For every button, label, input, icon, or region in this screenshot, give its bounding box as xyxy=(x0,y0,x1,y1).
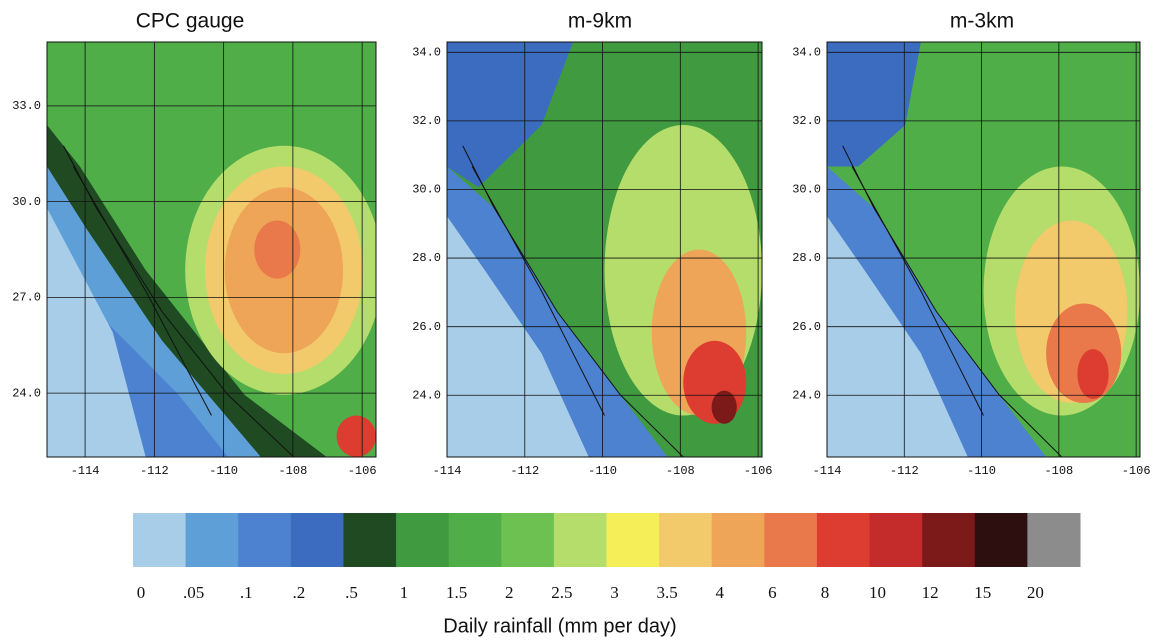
field-region xyxy=(447,216,589,457)
y-tick-label: 33.0 xyxy=(12,99,41,113)
field-region xyxy=(711,390,737,424)
colorbar-box xyxy=(238,513,292,567)
colorbar-tick-label: 2 xyxy=(505,583,514,602)
x-tick-label: -108 xyxy=(278,464,307,478)
y-tick-label: 30.0 xyxy=(12,195,41,209)
colorbar-tick-label: 8 xyxy=(821,583,830,602)
colorbar-tick-label: 15 xyxy=(974,583,991,602)
map-frame xyxy=(826,41,1141,458)
field-region xyxy=(827,42,921,167)
colorbar-tick-label: .2 xyxy=(292,583,305,602)
x-tick-label: -114 xyxy=(433,464,462,478)
colorbar-box xyxy=(974,513,1028,567)
x-tick-label: -106 xyxy=(1122,464,1151,478)
map-title: m-9km xyxy=(568,10,632,33)
colorbar-tick-label: 4 xyxy=(715,583,724,602)
colorbar-tick-label: 1 xyxy=(400,583,409,602)
colorbar-box xyxy=(659,513,713,567)
field-region xyxy=(447,42,573,188)
y-tick-label: 24.0 xyxy=(412,388,441,402)
colorbar-tick-label: 3 xyxy=(610,583,619,602)
rainfall-field xyxy=(447,42,762,457)
field-region xyxy=(1077,349,1109,399)
field-region xyxy=(827,216,968,457)
colorbar-box xyxy=(343,513,397,567)
y-tick-label: 26.0 xyxy=(792,320,821,334)
x-tick-label: -106 xyxy=(744,464,773,478)
field-region xyxy=(336,415,376,457)
colorbar-tick-label: 2.5 xyxy=(551,583,572,602)
y-tick-label: 26.0 xyxy=(412,320,441,334)
coastline xyxy=(72,166,212,416)
map-frame xyxy=(46,41,377,458)
y-tick-label: 30.0 xyxy=(792,183,821,197)
x-tick-label: -114 xyxy=(813,464,842,478)
colorbar-tick-label: 6 xyxy=(768,583,777,602)
y-tick-label: 24.0 xyxy=(12,386,41,400)
colorbar-box xyxy=(606,513,660,567)
y-tick-label: 34.0 xyxy=(412,45,441,59)
map-title: m-3km xyxy=(950,10,1014,33)
colorbar-box xyxy=(816,513,871,567)
colorbar-tick-label: .1 xyxy=(240,583,253,602)
colorbar-tick-label: .05 xyxy=(183,583,204,602)
rainfall-field xyxy=(47,42,376,457)
x-tick-label: -106 xyxy=(348,464,377,478)
colorbar-box xyxy=(869,513,923,567)
colorbar-box xyxy=(185,513,239,567)
x-tick-label: -112 xyxy=(140,464,169,478)
colorbar-box xyxy=(133,513,187,567)
x-tick-label: -110 xyxy=(967,464,996,478)
y-tick-label: 34.0 xyxy=(792,45,821,59)
colorbar-title: Daily rainfall (mm per day) xyxy=(443,615,676,637)
map-title: CPC gauge xyxy=(136,10,245,33)
colorbar-tick-label: 1.5 xyxy=(446,583,467,602)
x-tick-label: -108 xyxy=(1044,464,1073,478)
field-region xyxy=(47,208,146,457)
colorbar-box xyxy=(396,513,450,567)
x-tick-label: -108 xyxy=(666,464,695,478)
x-tick-label: -110 xyxy=(588,464,617,478)
x-tick-label: -114 xyxy=(71,464,100,478)
x-tick-label: -112 xyxy=(510,464,539,478)
colorbar-box xyxy=(922,513,976,567)
y-tick-label: 24.0 xyxy=(792,388,821,402)
colorbar-box xyxy=(1027,513,1081,567)
y-tick-label: 32.0 xyxy=(412,114,441,128)
x-tick-label: -112 xyxy=(890,464,919,478)
colorbar-tick-label: 20 xyxy=(1027,583,1044,602)
colorbar-box xyxy=(290,513,344,567)
colorbar-tick-label: 0 xyxy=(137,583,146,602)
x-tick-label: -110 xyxy=(209,464,238,478)
y-tick-label: 32.0 xyxy=(792,114,821,128)
colorbar-box xyxy=(711,513,765,567)
colorbar-box xyxy=(501,513,555,567)
colorbar-tick-label: .5 xyxy=(345,583,358,602)
colorbar-tick-label: 12 xyxy=(922,583,939,602)
y-tick-label: 30.0 xyxy=(412,183,441,197)
field-region xyxy=(254,220,301,279)
colorbar-tick-label: 3.5 xyxy=(656,583,677,602)
map-frame xyxy=(446,41,763,458)
coastline xyxy=(471,166,605,416)
colorbar-box xyxy=(764,513,818,567)
rainfall-field xyxy=(827,42,1140,457)
y-tick-label: 27.0 xyxy=(12,291,41,305)
y-tick-label: 28.0 xyxy=(792,251,821,265)
y-tick-label: 28.0 xyxy=(412,251,441,265)
colorbar-tick-label: 10 xyxy=(869,583,886,602)
colorbar-box xyxy=(448,513,502,567)
coastline xyxy=(851,166,984,416)
colorbar-box xyxy=(553,513,607,567)
